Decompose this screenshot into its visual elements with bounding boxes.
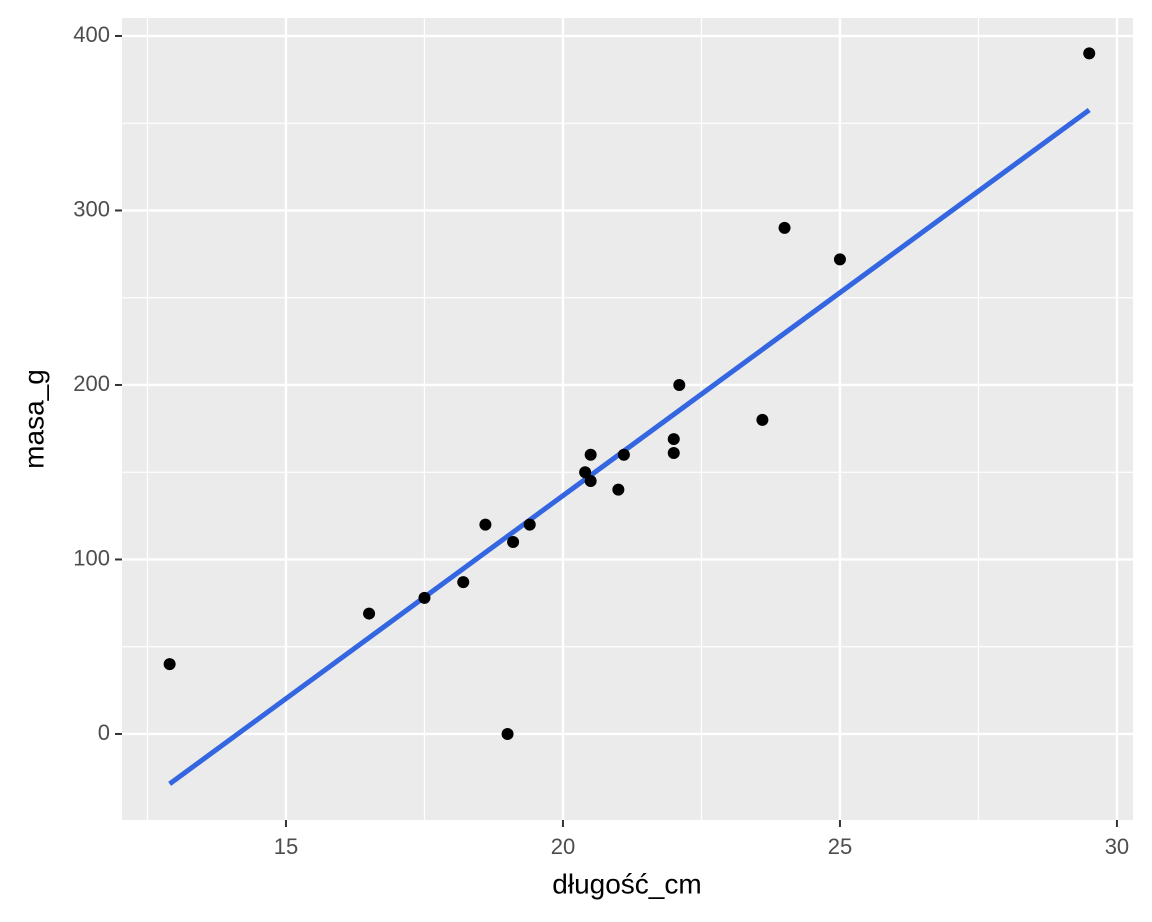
point [501, 727, 514, 740]
point [1083, 47, 1096, 60]
point [457, 576, 470, 589]
y-tick-label: 0 [98, 720, 110, 745]
y-axis-title: masa_g [18, 369, 49, 469]
point [778, 221, 791, 234]
point [507, 536, 520, 549]
point [667, 447, 680, 460]
x-tick-label: 20 [551, 834, 575, 859]
y-tick-label: 100 [73, 545, 110, 570]
x-tick-label: 25 [828, 834, 852, 859]
x-tick-label: 15 [274, 834, 298, 859]
panel [122, 18, 1133, 820]
trend-line [168, 107, 1091, 786]
point [673, 378, 686, 391]
point [756, 413, 769, 426]
y-tick-label: 400 [73, 22, 110, 47]
x-tick-label: 30 [1105, 834, 1129, 859]
point [667, 433, 680, 446]
y-tick-label: 200 [73, 371, 110, 396]
point [584, 474, 597, 487]
point [579, 466, 592, 479]
point [612, 483, 625, 496]
point [584, 448, 597, 461]
point [479, 518, 492, 531]
x-axis-title: długość_cm [552, 868, 701, 899]
point [363, 607, 376, 620]
point [418, 591, 431, 604]
point [617, 448, 630, 461]
point [833, 253, 846, 266]
point [523, 518, 536, 531]
point [163, 658, 176, 671]
y-tick-label: 300 [73, 196, 110, 221]
